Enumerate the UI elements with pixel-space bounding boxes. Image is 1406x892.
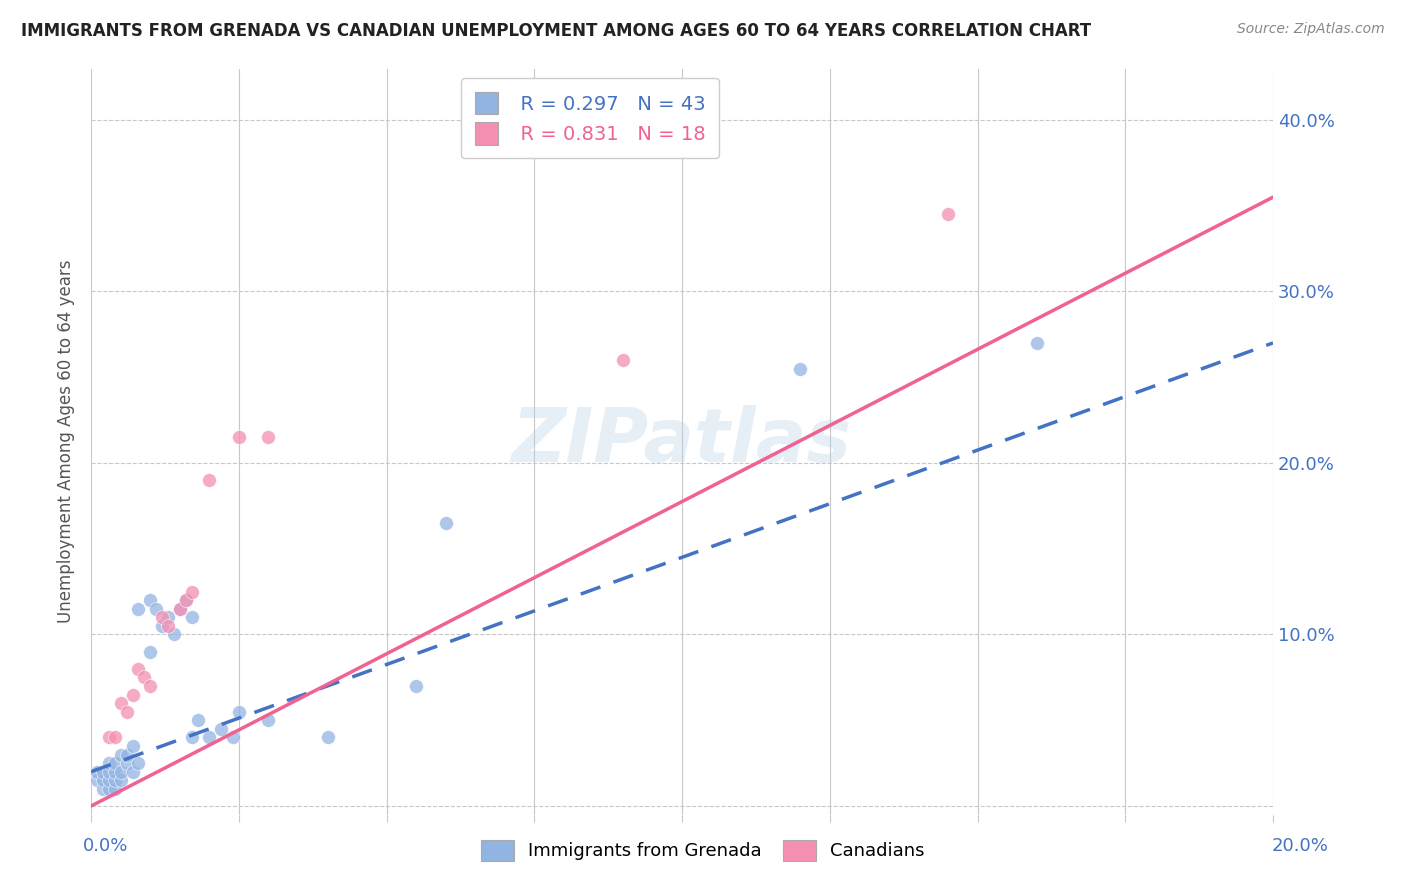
Point [110, 747, 132, 762]
Point [115, 747, 138, 762]
Text: 0.0%: 0.0% [83, 837, 128, 855]
Point [150, 619, 173, 633]
Point [110, 764, 132, 779]
Point [127, 662, 149, 676]
Point [104, 781, 127, 796]
Point [156, 610, 179, 624]
Point [222, 731, 245, 745]
Text: IMMIGRANTS FROM GRENADA VS CANADIAN UNEMPLOYMENT AMONG AGES 60 TO 64 YEARS CORRE: IMMIGRANTS FROM GRENADA VS CANADIAN UNEM… [21, 22, 1091, 40]
Point [97, 764, 120, 779]
Point [97, 756, 120, 771]
Point [91, 781, 114, 796]
Point [139, 593, 162, 607]
Point [186, 713, 208, 727]
Point [86, 773, 108, 788]
Point [121, 739, 143, 753]
Point [156, 619, 179, 633]
Text: 20.0%: 20.0% [1272, 837, 1329, 855]
Point [936, 207, 959, 221]
Y-axis label: Unemployment Among Ages 60 to 64 years: Unemployment Among Ages 60 to 64 years [58, 260, 75, 624]
Point [174, 593, 197, 607]
Point [91, 773, 114, 788]
Point [150, 610, 173, 624]
Point [104, 773, 127, 788]
Point [104, 731, 127, 745]
Point [121, 688, 143, 702]
Point [121, 764, 143, 779]
Point [169, 601, 191, 615]
Point [134, 670, 156, 684]
Point [104, 764, 127, 779]
Point [145, 601, 167, 615]
Point [180, 610, 202, 624]
Point [209, 722, 232, 736]
Point [139, 645, 162, 659]
Point [115, 705, 138, 719]
Point [97, 773, 120, 788]
Point [228, 430, 250, 444]
Point [180, 584, 202, 599]
Legend: Immigrants from Grenada, Canadians: Immigrants from Grenada, Canadians [472, 830, 934, 870]
Text: ZIPatlas: ZIPatlas [512, 405, 852, 478]
Point [127, 601, 149, 615]
Point [127, 756, 149, 771]
Point [97, 731, 120, 745]
Point [316, 731, 339, 745]
Point [198, 731, 221, 745]
Point [180, 731, 202, 745]
Point [434, 516, 457, 530]
Point [91, 764, 114, 779]
Point [612, 353, 634, 368]
Point [110, 696, 132, 710]
Point [139, 679, 162, 693]
Text: Source: ZipAtlas.com: Source: ZipAtlas.com [1237, 22, 1385, 37]
Point [257, 713, 280, 727]
Point [169, 601, 191, 615]
Point [104, 756, 127, 771]
Point [174, 593, 197, 607]
Point [257, 430, 280, 444]
Point [110, 773, 132, 788]
Point [789, 361, 811, 376]
Point [228, 705, 250, 719]
Point [163, 627, 186, 641]
Point [405, 679, 427, 693]
Point [115, 756, 138, 771]
Point [97, 781, 120, 796]
Legend:   R = 0.297   N = 43,   R = 0.831   N = 18: R = 0.297 N = 43, R = 0.831 N = 18 [461, 78, 720, 158]
Point [86, 764, 108, 779]
Point [1025, 335, 1047, 350]
Point [198, 473, 221, 487]
